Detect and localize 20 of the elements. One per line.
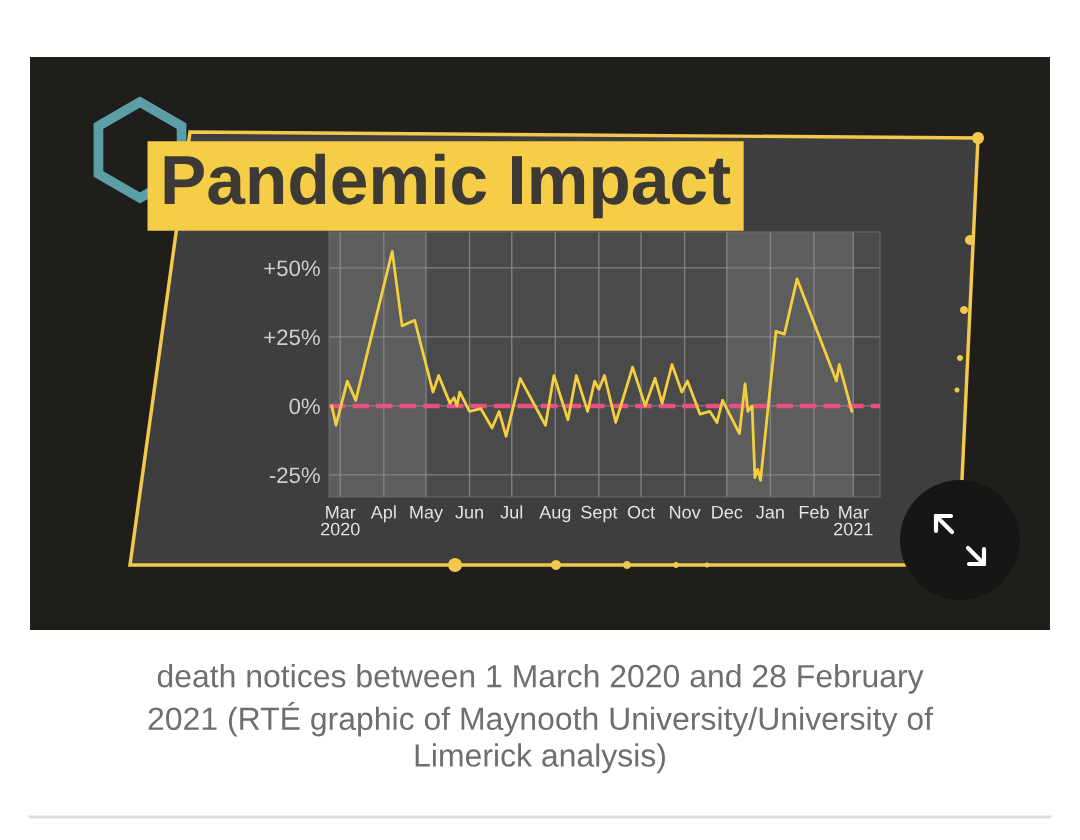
x-tick-label: Mar 2021: [834, 506, 873, 536]
x-tick-label: Jul: [500, 505, 523, 519]
x-tick-label: May: [410, 506, 444, 523]
text: death notices between 1 March 2020 and 28 February 2021 (RTÉ graphic of Maynooth University/University of Limerick analysis): [148, 664, 934, 774]
y-tick-label: -25%: [269, 467, 320, 484]
x-tick-label: Feb: [799, 505, 829, 519]
y-tick-label: +50%: [264, 260, 320, 277]
x-tick-label: Jun: [455, 506, 483, 519]
x-tick-label: Jan: [756, 506, 784, 519]
x-tick-label: Nov: [670, 506, 701, 519]
chart-title: Pandemic Impact: [164, 153, 731, 219]
x-tick-label: Dec: [712, 506, 743, 519]
y-tick-label: 0%: [289, 398, 320, 415]
x-tick-label: Sept: [581, 505, 618, 523]
line-series: [330, 249, 854, 482]
x-tick-label: Apl: [370, 505, 396, 523]
y-tick-label: +25%: [264, 329, 320, 346]
x-tick-label: Aug: [539, 506, 571, 523]
x-tick-label: Oct: [627, 505, 655, 519]
x-tick-label: Mar 2020: [321, 506, 360, 536]
